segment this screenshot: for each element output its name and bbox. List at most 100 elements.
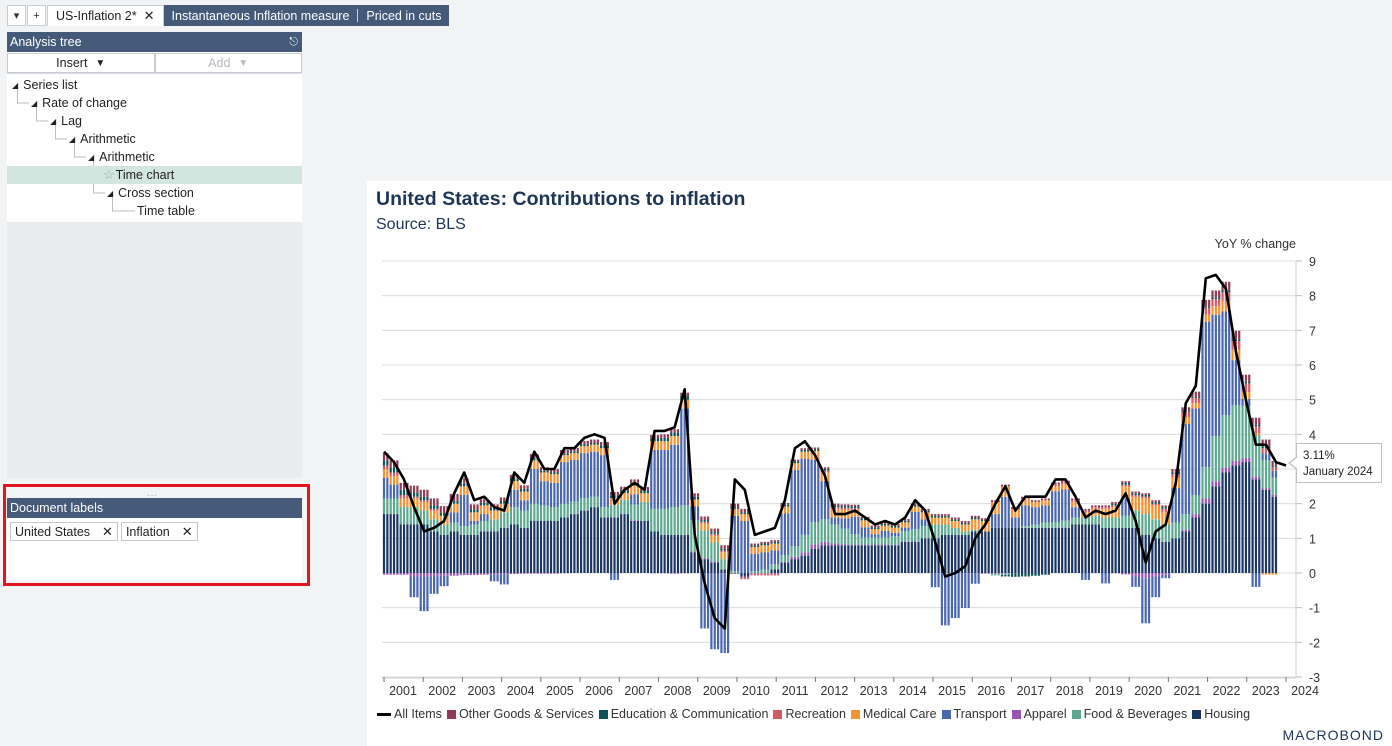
bar-segment <box>777 543 780 551</box>
bar-segment <box>422 489 426 497</box>
bar-segment <box>1077 507 1080 518</box>
expand-triangle-icon[interactable]: ◢ <box>31 98 38 108</box>
bar-segment <box>1228 292 1231 301</box>
bar-segment <box>509 478 513 482</box>
bar-segment <box>743 508 746 513</box>
document-tab-bar: ▾ + US-Inflation 2* ✕ Instantaneous Infl… <box>7 5 450 26</box>
bar-segment <box>837 543 840 546</box>
bar-segment <box>1124 482 1127 485</box>
bar-segment <box>706 516 710 520</box>
bar-segment <box>446 524 449 535</box>
remove-label-icon[interactable]: ✕ <box>181 523 193 539</box>
bar-segment <box>1194 396 1197 398</box>
bar-segment <box>596 496 599 508</box>
bar-segment <box>907 527 910 532</box>
bar-segment <box>1201 321 1204 468</box>
tab-us-inflation-2[interactable]: US-Inflation 2* ✕ <box>47 5 164 26</box>
bar-segment <box>529 503 533 521</box>
pin-icon[interactable]: ⎋ <box>289 35 298 48</box>
bar-segment <box>797 470 800 547</box>
tree-node-cross-section[interactable]: ◢ Cross section <box>7 184 302 202</box>
chart-plot[interactable]: 9876543210-1-2-3200120022003200420052006… <box>367 181 1392 701</box>
expand-triangle-icon[interactable]: ◢ <box>50 116 57 126</box>
tree-node-arithmetic-1[interactable]: ◢ Arithmetic <box>7 130 302 148</box>
legend-item[interactable]: Education & Communication <box>598 707 768 721</box>
expand-triangle-icon[interactable]: ◢ <box>69 134 76 144</box>
bar-segment <box>549 469 553 473</box>
star-icon[interactable]: ☆ <box>103 167 115 182</box>
bar-segment <box>703 516 706 520</box>
bar-segment <box>516 489 519 508</box>
legend-item[interactable]: Recreation <box>773 707 846 721</box>
bar-segment <box>1010 527 1014 573</box>
bar-segment <box>837 545 840 573</box>
bar-segment <box>716 561 720 563</box>
label-chip[interactable]: Inflation ✕ <box>120 522 198 541</box>
bar-segment <box>416 498 419 508</box>
label-chip[interactable]: United States ✕ <box>10 522 118 541</box>
bar-segment <box>406 573 409 575</box>
legend-item[interactable]: Housing <box>1192 707 1250 721</box>
legend-item[interactable]: Other Goods & Services <box>446 707 594 721</box>
new-tab-button[interactable]: + <box>27 5 46 26</box>
bar-segment <box>1157 501 1161 504</box>
bar-segment <box>496 504 499 508</box>
bar-segment <box>813 544 817 549</box>
bar-segment <box>486 573 489 575</box>
bar-segment <box>1094 508 1097 516</box>
bar-segment <box>1228 467 1231 473</box>
legend-item[interactable]: Apparel <box>1011 707 1067 721</box>
bar-segment <box>483 521 486 532</box>
bar-segment <box>569 447 573 452</box>
bar-segment <box>399 489 402 495</box>
tree-node-rate-of-change[interactable]: ◢ Rate of change <box>7 94 302 112</box>
bar-segment <box>553 482 556 508</box>
bar-segment <box>1251 479 1254 573</box>
legend-item[interactable]: Transport <box>941 707 1007 721</box>
bar-segment <box>436 510 439 520</box>
remove-label-icon[interactable]: ✕ <box>102 523 113 539</box>
expand-triangle-icon[interactable]: ◢ <box>88 152 95 162</box>
bar-segment <box>710 562 713 573</box>
bar-segment <box>733 507 736 509</box>
bar-segment <box>1198 514 1201 518</box>
tab-divider <box>357 9 359 22</box>
expand-triangle-icon[interactable]: ◢ <box>107 188 114 198</box>
bar-segment <box>1131 573 1134 577</box>
tree-node-arithmetic-2[interactable]: ◢ Arithmetic <box>7 148 302 166</box>
bar-segment <box>743 573 746 577</box>
expand-triangle-icon[interactable]: ◢ <box>12 80 19 90</box>
bar-segment <box>730 507 733 509</box>
bar-segment <box>670 436 673 445</box>
tab-label: Priced in cuts <box>366 8 442 23</box>
bar-segment <box>419 496 422 501</box>
tree-node-time-table[interactable]: Time table <box>7 202 302 220</box>
bar-segment <box>827 519 830 542</box>
legend-item[interactable]: Medical Care <box>850 707 937 721</box>
bar-segment <box>720 545 723 549</box>
tree-node-lag[interactable]: ◢ Lag <box>7 112 302 130</box>
insert-button[interactable]: Insert ▼ <box>7 53 155 73</box>
bar-segment <box>556 573 559 574</box>
bar-segment <box>559 455 563 463</box>
tree-node-series-list[interactable]: ◢ Series list <box>7 76 302 94</box>
splitter-grip-icon[interactable]: ··· <box>147 490 157 501</box>
bar-segment <box>600 517 603 573</box>
close-tab-icon[interactable]: ✕ <box>143 8 155 23</box>
bar-segment <box>446 573 449 576</box>
tree-node-time-chart[interactable]: ☆ Time chart <box>7 166 302 184</box>
tab-instantaneous-inflation[interactable]: Instantaneous Inflation measure <box>163 5 358 26</box>
bar-segment <box>1044 573 1047 575</box>
legend-item[interactable]: Food & Beverages <box>1071 707 1187 721</box>
bar-segment <box>1061 482 1064 485</box>
bar-segment <box>1031 507 1034 525</box>
bar-segment <box>1224 300 1227 312</box>
bar-segment <box>997 500 1000 502</box>
bar-segment <box>1077 524 1080 573</box>
y-tick-label: 9 <box>1309 255 1316 269</box>
tab-priced-in-cuts[interactable]: Priced in cuts <box>358 5 450 26</box>
tab-menu-button[interactable]: ▾ <box>7 5 26 26</box>
legend-item[interactable]: All Items <box>377 707 442 721</box>
bar-segment <box>412 507 416 525</box>
add-button[interactable]: Add ▼ <box>154 53 302 73</box>
